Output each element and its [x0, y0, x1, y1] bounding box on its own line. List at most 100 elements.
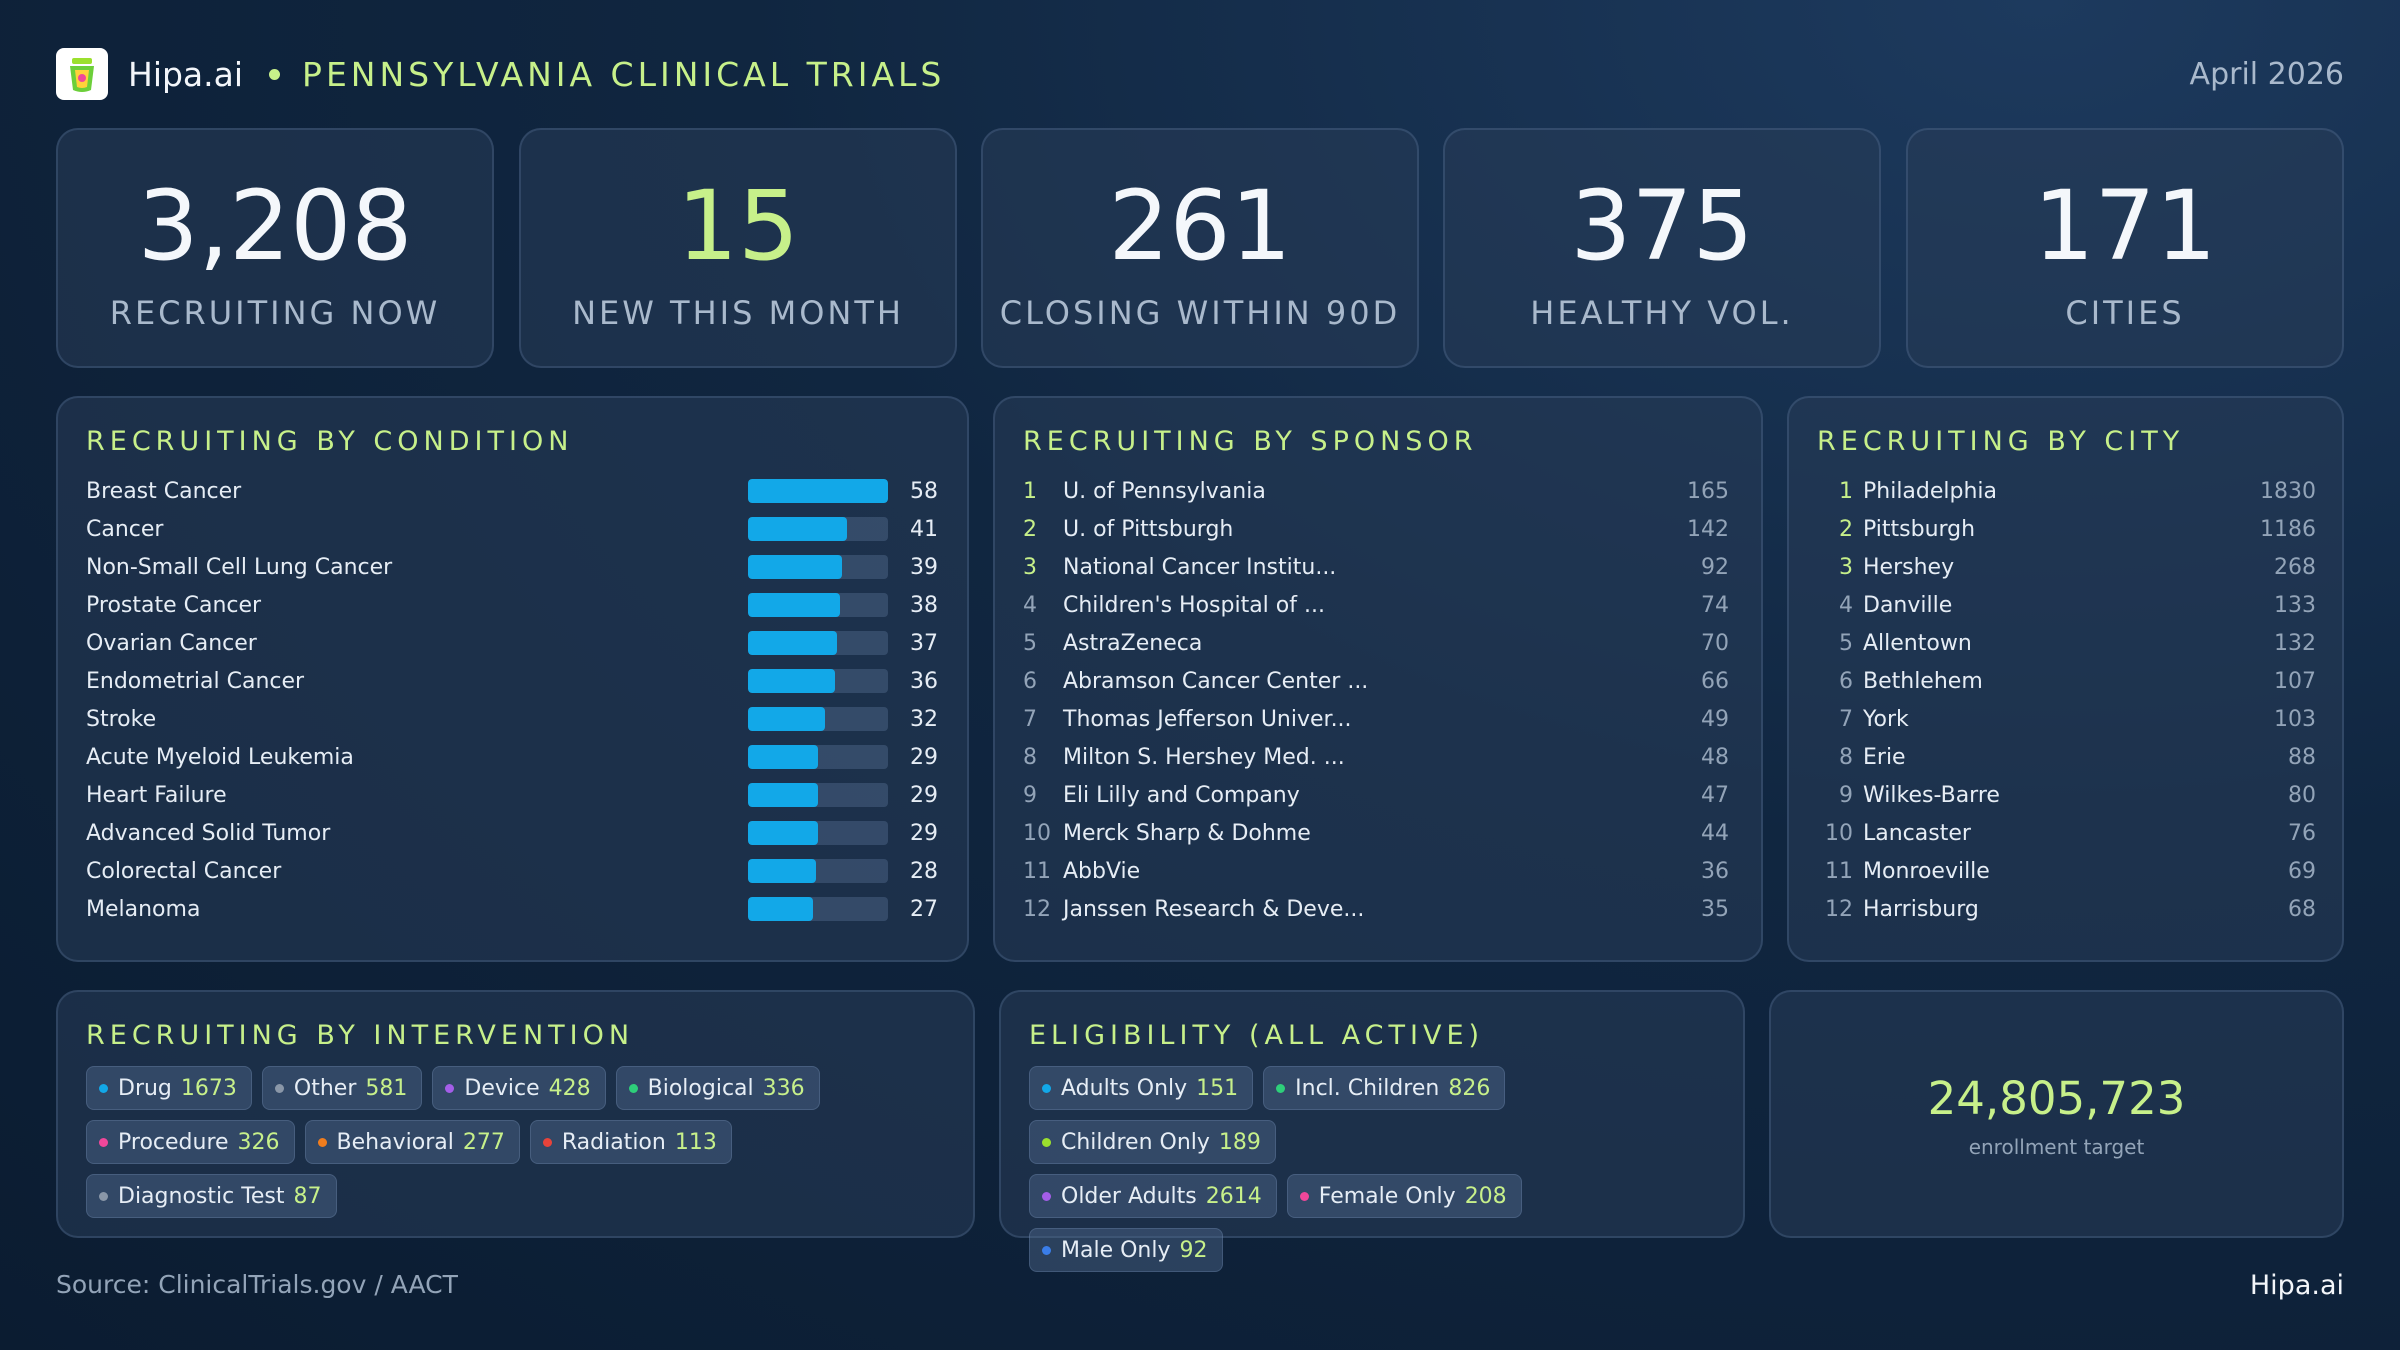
city-name: Lancaster	[1863, 820, 1971, 846]
intervention-chip: Other 581	[261, 1066, 423, 1110]
condition-count: 29	[910, 744, 938, 770]
eligibility-chip: Adults Only 151	[1029, 1066, 1254, 1110]
eligibility-chip-label: Adults Only	[1061, 1075, 1188, 1101]
kpi-cities: 171 CITIES	[1906, 128, 2344, 368]
condition-bar-track	[748, 479, 888, 503]
condition-count: 41	[910, 516, 938, 542]
condition-bar-fill	[748, 517, 847, 541]
condition-count: 29	[910, 782, 938, 808]
condition-count: 27	[910, 896, 938, 922]
condition-row: Breast Cancer 58	[86, 472, 938, 510]
sponsor-rank: 2	[1023, 516, 1037, 542]
condition-count: 39	[910, 554, 938, 580]
header: Hipa.ai PENNSYLVANIA CLINICAL TRIALS Apr…	[56, 46, 2344, 102]
kpi-recruiting-now: 3,208 RECRUITING NOW	[56, 128, 494, 368]
sponsor-rank: 9	[1023, 782, 1037, 808]
sponsor-rank: 7	[1023, 706, 1037, 732]
sponsor-rank: 5	[1023, 630, 1037, 656]
kpi-label: CITIES	[2065, 294, 2185, 332]
condition-name: Endometrial Cancer	[86, 668, 305, 694]
city-name: Harrisburg	[1863, 896, 1979, 922]
kpi-label: HEALTHY VOL.	[1530, 294, 1794, 332]
city-row: 8 Erie 88	[1817, 738, 2316, 776]
condition-row: Endometrial Cancer 36	[86, 662, 938, 700]
condition-bar-fill	[748, 859, 816, 883]
intervention-dot-icon	[99, 1191, 108, 1201]
city-count: 133	[2274, 592, 2316, 618]
condition-name: Non-Small Cell Lung Cancer	[86, 554, 393, 580]
condition-count: 58	[910, 478, 938, 504]
eligibility-chip-count: 151	[1196, 1075, 1239, 1101]
condition-bar-fill	[748, 479, 888, 503]
condition-count: 37	[910, 630, 938, 656]
sponsor-name: AbbVie	[1063, 858, 1141, 884]
sponsor-count: 49	[1701, 706, 1729, 732]
city-count: 103	[2274, 706, 2316, 732]
city-row: 1 Philadelphia 1830	[1817, 472, 2316, 510]
city-panel-title: RECRUITING BY CITY	[1817, 426, 2185, 457]
condition-bar-fill	[748, 745, 818, 769]
page-title: PENNSYLVANIA CLINICAL TRIALS	[302, 54, 946, 94]
city-count: 80	[2288, 782, 2316, 808]
sponsor-row: 9 Eli Lilly and Company 47	[1023, 776, 1729, 814]
sponsor-count: 44	[1701, 820, 1729, 846]
intervention-chip: Drug 1673	[86, 1066, 252, 1110]
city-count: 268	[2274, 554, 2316, 580]
city-name: York	[1863, 706, 1909, 732]
eligibility-panel-title: ELIGIBILITY (ALL ACTIVE)	[1029, 1020, 1485, 1051]
eligibility-dot-icon	[1276, 1083, 1286, 1093]
sponsor-count: 165	[1687, 478, 1729, 504]
city-name: Danville	[1863, 592, 1953, 618]
city-name: Bethlehem	[1863, 668, 1983, 694]
report-date: April 2026	[2189, 56, 2344, 92]
eligibility-chip-label: Older Adults	[1061, 1183, 1197, 1209]
sponsor-rank: 12	[1023, 896, 1051, 922]
condition-row: Heart Failure 29	[86, 776, 938, 814]
city-rank: 4	[1839, 592, 1853, 618]
brand-name: Hipa.ai	[128, 54, 244, 94]
condition-row: Colorectal Cancer 28	[86, 852, 938, 890]
kpi-value: 3,208	[137, 170, 413, 282]
intervention-chip-label: Device	[464, 1075, 540, 1101]
city-name: Erie	[1863, 744, 1906, 770]
city-rank: 8	[1839, 744, 1853, 770]
condition-row: Prostate Cancer 38	[86, 586, 938, 624]
sponsor-rank: 6	[1023, 668, 1037, 694]
sponsor-row: 8 Milton S. Hershey Med. ... 48	[1023, 738, 1729, 776]
condition-panel: RECRUITING BY CONDITION Breast Cancer 58 C…	[56, 396, 969, 962]
kpi-value: 171	[2033, 170, 2217, 282]
footer-brand: Hipa.ai	[2249, 1270, 2344, 1301]
condition-row: Cancer 41	[86, 510, 938, 548]
city-count: 69	[2288, 858, 2316, 884]
condition-name: Advanced Solid Tumor	[86, 820, 331, 846]
condition-bar-track	[748, 593, 888, 617]
sponsor-list: 1 U. of Pennsylvania 165 2 U. of Pittsburgh 1…	[1023, 472, 1729, 928]
city-rank: 11	[1825, 858, 1853, 884]
eligibility-chip-count: 2614	[1205, 1183, 1262, 1209]
city-count: 1186	[2260, 516, 2316, 542]
city-row: 2 Pittsburgh 1186	[1817, 510, 2316, 548]
intervention-chip-count: 326	[237, 1129, 280, 1155]
sponsor-row: 5 AstraZeneca 70	[1023, 624, 1729, 662]
sponsor-count: 36	[1701, 858, 1729, 884]
intervention-chip-label: Diagnostic Test	[118, 1183, 285, 1209]
intervention-chip: Behavioral 277	[304, 1120, 520, 1164]
condition-panel-title: RECRUITING BY CONDITION	[86, 426, 574, 457]
sponsor-panel-title: RECRUITING BY SPONSOR	[1023, 426, 1478, 457]
city-list: 1 Philadelphia 1830 2 Pittsburgh 1186 3 Hershey…	[1817, 472, 2316, 928]
sponsor-count: 142	[1687, 516, 1729, 542]
city-row: 5 Allentown 132	[1817, 624, 2316, 662]
enrollment-target-panel: 24,805,723 enrollment target	[1769, 990, 2344, 1238]
city-name: Hershey	[1863, 554, 1955, 580]
city-name: Allentown	[1863, 630, 1972, 656]
sponsor-row: 6 Abramson Cancer Center ... 66	[1023, 662, 1729, 700]
sponsor-row: 10 Merck Sharp & Dohme 44	[1023, 814, 1729, 852]
eligibility-chip: Older Adults 2614	[1029, 1174, 1277, 1218]
sponsor-name: Janssen Research & Deve...	[1063, 896, 1365, 922]
city-rank: 9	[1839, 782, 1853, 808]
intervention-chip-count: 428	[548, 1075, 591, 1101]
sponsor-name: AstraZeneca	[1063, 630, 1203, 656]
condition-name: Ovarian Cancer	[86, 630, 257, 656]
sponsor-rank: 10	[1023, 820, 1051, 846]
condition-bar-fill	[748, 555, 843, 579]
